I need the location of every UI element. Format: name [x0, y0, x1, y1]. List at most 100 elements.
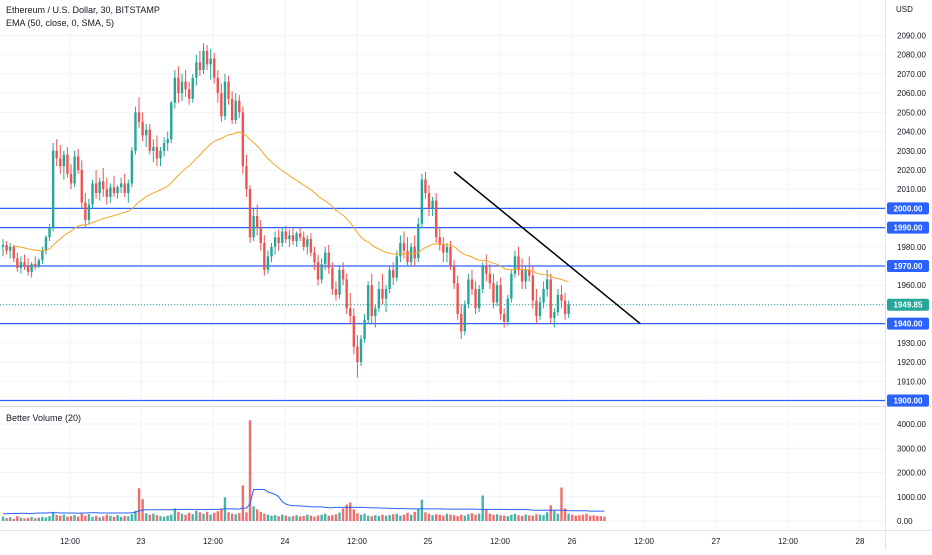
- candle-body: [567, 304, 570, 315]
- price-tick-label: 1910.00: [897, 377, 926, 386]
- volume-bar: [116, 515, 119, 521]
- candle-body: [84, 202, 87, 220]
- candle-body: [434, 200, 438, 238]
- volume-bar: [542, 515, 545, 521]
- price-tick-label: 1960.00: [897, 281, 926, 290]
- volume-bar: [234, 514, 237, 521]
- volume-bar: [23, 518, 26, 521]
- price-tick-label: 2060.00: [897, 89, 926, 98]
- volume-bar: [395, 513, 398, 521]
- candle-body: [19, 262, 23, 268]
- candle-body: [137, 112, 141, 122]
- volume-bar: [388, 515, 391, 521]
- candle-body: [334, 289, 338, 295]
- candle-body: [402, 242, 406, 251]
- last-price-tag: [887, 298, 929, 311]
- time-tick-label: 23: [137, 537, 146, 546]
- time-tick-label: 28: [856, 537, 865, 546]
- volume-bar: [284, 515, 288, 521]
- candle-body: [109, 187, 112, 197]
- volume-bar: [259, 511, 262, 521]
- volume-bar: [273, 515, 277, 521]
- candle-body: [23, 262, 26, 267]
- volume-bar: [592, 515, 595, 521]
- price-tick-label: 2010.00: [897, 185, 926, 194]
- candle-body: [281, 231, 284, 243]
- candle-body: [406, 250, 409, 263]
- candle-body: [542, 289, 545, 303]
- candle-body: [216, 77, 219, 94]
- symbol-legend[interactable]: Ethereum / U.S. Dollar, 30, BITSTAMP: [6, 5, 160, 15]
- volume-bar: [596, 515, 599, 521]
- candle-body: [16, 258, 19, 268]
- candle-body: [152, 146, 155, 151]
- volume-bar: [406, 512, 409, 521]
- volume-bar: [41, 516, 44, 521]
- volume-bar: [173, 508, 177, 521]
- volume-bar: [34, 518, 37, 521]
- volume-bar: [599, 516, 603, 521]
- candle-body: [234, 100, 237, 121]
- volume-bar: [438, 514, 441, 521]
- candle-body: [431, 200, 434, 209]
- volume-bar: [553, 510, 556, 521]
- candle-body: [531, 275, 535, 301]
- volume-bar: [209, 514, 212, 521]
- volume-bar: [588, 515, 592, 521]
- candle-body: [252, 216, 255, 238]
- volume-bar: [202, 513, 205, 521]
- time-tick-label: 25: [424, 537, 433, 546]
- volume-bar: [252, 506, 255, 521]
- volume-bar: [402, 514, 406, 521]
- volume-bar: [80, 513, 83, 521]
- volume-bar: [216, 511, 219, 521]
- candle-body: [503, 314, 506, 322]
- candle-body: [230, 98, 234, 121]
- volume-legend[interactable]: Better Volume (20): [6, 413, 82, 423]
- volume-bar: [8, 517, 12, 521]
- level-price-tag: [887, 394, 929, 407]
- candle-body: [331, 267, 334, 290]
- time-tick-label: 12:00: [347, 537, 368, 546]
- volume-bar: [48, 516, 51, 521]
- candle-body: [452, 266, 456, 284]
- volume-bar: [359, 514, 363, 521]
- volume-bar: [19, 517, 23, 521]
- candle-body: [517, 256, 520, 270]
- volume-ma-line: [3, 489, 605, 515]
- volume-bar: [238, 513, 241, 521]
- candle-body: [69, 173, 73, 184]
- volume-bar: [1, 516, 5, 521]
- volume-bar: [306, 514, 309, 521]
- candle-body: [424, 179, 427, 194]
- price-tick-label: 2030.00: [897, 147, 926, 156]
- volume-bar: [205, 511, 209, 521]
- volume-bar: [513, 513, 517, 521]
- candle-body: [485, 266, 488, 274]
- candle-body: [80, 169, 83, 203]
- volume-bar: [112, 516, 116, 521]
- candle-body: [477, 289, 481, 309]
- candle-body: [177, 77, 180, 94]
- volume-bar: [91, 516, 94, 521]
- level-price-tag: [887, 260, 929, 273]
- volume-bar: [102, 516, 105, 521]
- volume-bar: [227, 512, 230, 521]
- candle-body: [345, 279, 348, 309]
- candle-body: [238, 100, 241, 113]
- volume-bar: [130, 514, 134, 521]
- candle-body: [506, 298, 509, 322]
- candle-body: [255, 216, 259, 228]
- time-tick-label: 27: [712, 537, 721, 546]
- volume-bar: [309, 515, 313, 521]
- candle-body: [520, 269, 524, 282]
- volume-bar: [26, 517, 30, 521]
- ema-legend[interactable]: EMA (50, close, 0, SMA, 5): [6, 18, 115, 28]
- volume-bar: [320, 514, 323, 521]
- candle-body: [94, 183, 98, 194]
- level-price-label: 1900.00: [894, 396, 923, 405]
- volume-bar: [374, 515, 377, 521]
- currency-label[interactable]: USD: [896, 5, 913, 14]
